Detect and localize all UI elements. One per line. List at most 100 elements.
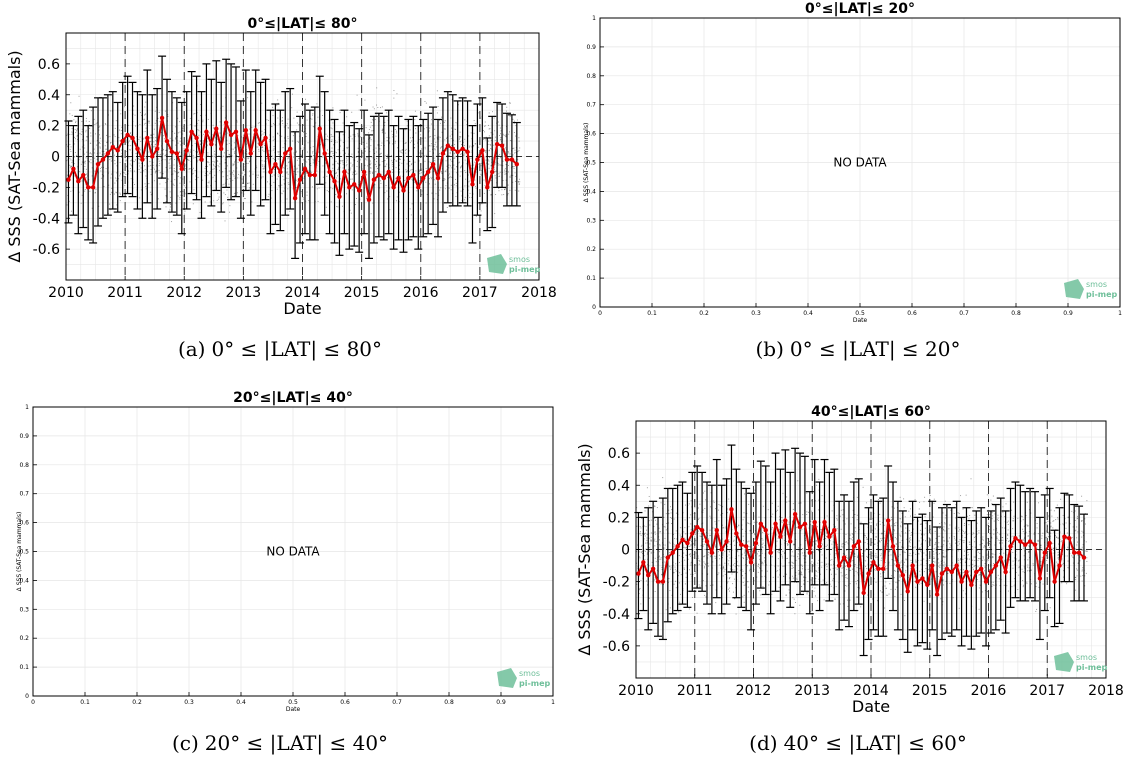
scatter-point — [845, 576, 847, 578]
scatter-point — [349, 209, 351, 211]
mean-point — [297, 177, 303, 182]
scatter-point — [710, 554, 712, 556]
scatter-point — [346, 148, 348, 150]
scatter-point — [1048, 533, 1050, 535]
scatter-point — [118, 129, 120, 131]
scatter-point — [723, 527, 725, 529]
scatter-point — [1022, 571, 1024, 573]
scatter-point — [120, 129, 122, 131]
scatter-point — [494, 130, 496, 132]
scatter-point — [242, 183, 244, 185]
scatter-point — [997, 574, 999, 576]
scatter-point — [1021, 568, 1023, 570]
scatter-point — [175, 202, 177, 204]
scatter-point — [390, 155, 392, 157]
scatter-point — [99, 147, 101, 149]
scatter-point — [808, 571, 810, 573]
y-tick-label: 0.7 — [586, 102, 596, 109]
scatter-point — [425, 181, 427, 183]
scatter-point — [237, 177, 239, 179]
scatter-point — [269, 141, 271, 143]
scatter-point — [84, 147, 86, 149]
scatter-point — [168, 148, 170, 150]
scatter-point — [142, 138, 144, 140]
scatter-point — [659, 544, 661, 546]
scatter-point — [270, 185, 272, 187]
scatter-point — [197, 176, 199, 178]
scatter-point — [268, 139, 270, 141]
scatter-point — [921, 533, 923, 535]
scatter-point — [518, 137, 520, 139]
scatter-point — [705, 499, 707, 501]
mean-point — [465, 149, 470, 155]
scatter-point — [684, 547, 686, 549]
scatter-point — [293, 117, 295, 119]
scatter-point — [444, 139, 446, 141]
scatter-point — [371, 171, 373, 173]
mean-point — [386, 169, 391, 175]
scatter-point — [801, 571, 803, 573]
scatter-point — [443, 121, 445, 123]
scatter-point — [984, 546, 986, 548]
scatter-point — [640, 545, 642, 547]
scatter-point — [285, 125, 287, 127]
scatter-point — [391, 160, 393, 162]
scatter-point — [888, 561, 890, 563]
scatter-point — [140, 162, 142, 164]
scatter-point — [349, 169, 351, 171]
scatter-point — [411, 178, 413, 180]
scatter-point — [89, 127, 91, 129]
scatter-point — [312, 150, 314, 152]
y-tick-label: 0.3 — [19, 606, 29, 613]
scatter-point — [310, 147, 312, 149]
scatter-point — [1023, 539, 1025, 541]
scatter-point — [881, 533, 883, 535]
scatter-point — [515, 175, 517, 177]
scatter-point — [148, 120, 150, 122]
scatter-point — [828, 526, 830, 528]
scatter-point — [231, 172, 233, 174]
scatter-point — [283, 179, 285, 181]
scatter-point — [901, 539, 903, 541]
scatter-point — [154, 172, 156, 174]
scatter-point — [785, 540, 787, 542]
scatter-point — [382, 128, 384, 130]
scatter-point — [865, 502, 867, 504]
scatter-point — [103, 151, 105, 153]
scatter-point — [815, 570, 817, 572]
scatter-point — [433, 145, 435, 147]
scatter-point — [172, 139, 174, 141]
scatter-point — [669, 565, 671, 567]
scatter-point — [495, 193, 497, 195]
scatter-point — [305, 133, 307, 135]
scatter-point — [695, 539, 697, 541]
scatter-point — [737, 551, 739, 553]
scatter-point — [955, 504, 957, 506]
scatter-point — [434, 128, 436, 130]
scatter-point — [949, 546, 951, 548]
mean-point — [184, 148, 189, 153]
scatter-point — [908, 554, 910, 556]
scatter-point — [707, 613, 709, 615]
scatter-point — [381, 132, 383, 134]
scatter-point — [726, 582, 728, 584]
scatter-point — [903, 498, 905, 500]
scatter-point — [514, 189, 516, 191]
scatter-point — [369, 126, 371, 128]
scatter-point — [440, 159, 442, 161]
scatter-point — [1006, 554, 1008, 556]
scatter-point — [421, 190, 423, 192]
scatter-point — [915, 586, 917, 588]
scatter-point — [460, 144, 462, 146]
x-axis-label: Date — [853, 317, 868, 324]
scatter-point — [257, 142, 259, 144]
scatter-point — [689, 553, 691, 555]
scatter-point — [475, 215, 477, 217]
scatter-point — [761, 570, 763, 572]
scatter-point — [915, 559, 917, 561]
scatter-point — [790, 564, 792, 566]
scatter-point — [203, 133, 205, 135]
scatter-point — [884, 585, 886, 587]
scatter-point — [386, 163, 388, 165]
scatter-point — [101, 166, 103, 168]
